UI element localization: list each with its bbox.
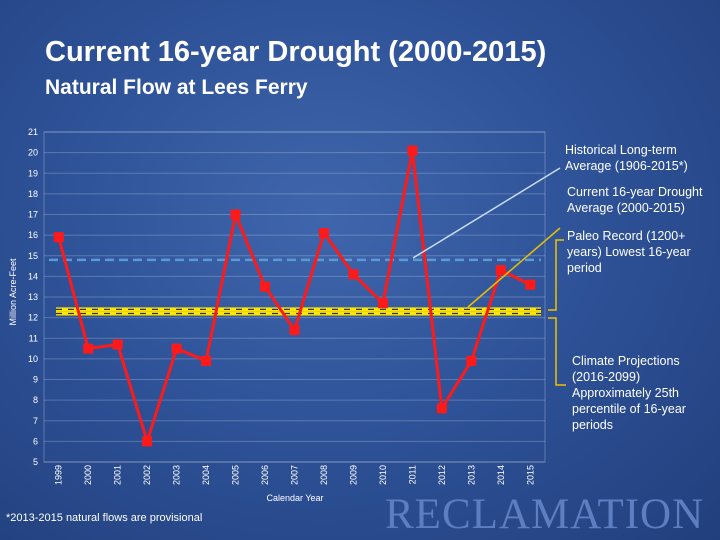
annotation-climate-projections: Climate Projections (2016-2099) Approxim… [572,354,686,432]
y-tick-label: 9 [33,375,38,385]
data-point [112,339,123,350]
data-point [377,298,388,309]
y-tick-label: 10 [28,354,38,364]
x-tick-label: 2011 [407,465,417,484]
data-point [495,265,506,276]
x-tick-label: 2001 [113,465,123,485]
x-tick-label: 2000 [83,465,93,485]
y-tick-label: 12 [28,313,38,323]
x-tick-label: 2007 [290,465,300,485]
y-tick-label: 19 [28,168,38,178]
plot-area [43,131,546,463]
data-point [348,269,359,280]
slide-subtitle: Natural Flow at Lees Ferry [45,76,308,99]
x-tick-label: 2014 [496,465,506,485]
y-axis-title: Million Acre-Feet [8,258,18,326]
bracket-climate [548,317,566,386]
x-tick-label: 2015 [525,465,535,485]
x-tick-label: 2003 [172,465,182,485]
data-point [53,232,64,243]
data-point [171,343,182,354]
data-point [407,145,418,156]
annotation-historical: Historical Long-term Average (1906-2015*… [565,143,688,173]
x-tick-label: 2010 [378,465,388,485]
y-tick-label: 18 [28,189,38,199]
data-point [142,436,153,447]
y-tick-label: 16 [28,230,38,240]
y-tick-label: 14 [28,271,38,281]
y-tick-label: 15 [28,251,38,261]
x-tick-label: 2009 [348,465,358,485]
y-tick-label: 17 [28,210,38,220]
annotation-current-drought: Current 16-year Drought Average (2000-20… [567,185,703,215]
annotation-paleo: Paleo Record (1200+ years) Lowest 16-yea… [567,229,691,275]
data-point [318,228,329,239]
y-tick-label: 21 [28,127,38,137]
data-point [525,279,536,290]
bracket-paleo-top [548,239,564,311]
x-tick-label: 2008 [319,465,329,485]
y-tick-label: 8 [33,395,38,405]
y-tick-label: 13 [28,292,38,302]
x-tick-label: 2006 [260,465,270,485]
x-tick-label: 2004 [201,465,211,485]
x-tick-label: 2013 [466,465,476,485]
slide-title: Current 16-year Drought (2000-2015) [45,36,547,68]
y-tick-label: 11 [29,333,38,343]
data-point [466,355,477,366]
x-tick-label: 2005 [231,465,241,485]
x-tick-label: 2012 [437,465,447,485]
connector-current-drought [467,227,561,308]
x-axis-title: Calendar Year [266,493,323,503]
connector-historical [412,167,561,259]
y-tick-label: 6 [33,436,38,446]
data-point [230,209,241,220]
data-point [260,281,271,292]
x-tick-label: 2002 [142,465,152,485]
footnote: *2013-2015 natural flows are provisional [6,512,203,524]
y-tick-label: 5 [33,457,38,467]
reclamation-logo: RECLAMATION [385,491,705,538]
data-point [201,355,212,366]
data-point [83,343,94,354]
data-point [289,325,300,335]
data-point [436,403,447,414]
y-tick-label: 7 [33,416,38,426]
x-tick-label: 1999 [54,465,64,485]
y-tick-label: 20 [28,148,38,158]
